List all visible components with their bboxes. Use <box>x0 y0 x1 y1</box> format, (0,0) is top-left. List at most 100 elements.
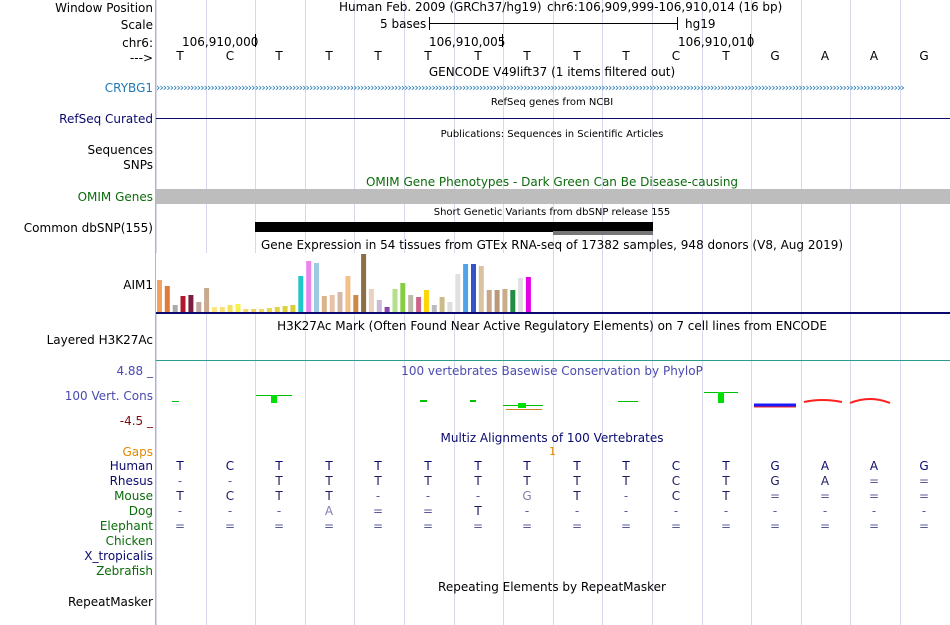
gtex-tissue-bar[interactable] <box>266 308 272 312</box>
gtex-tissue-bar[interactable] <box>157 280 162 312</box>
gtex-tissue-bar[interactable] <box>243 309 249 312</box>
multiz-base: = <box>224 519 236 533</box>
multiz-base: C <box>225 489 235 503</box>
gtex-tissue-bar[interactable] <box>219 307 225 312</box>
gtex-tissue-bar[interactable] <box>392 289 398 312</box>
multiz-species-label[interactable]: Chicken <box>105 534 153 548</box>
gtex-tissue-bar[interactable] <box>510 290 516 312</box>
phylop-track-title[interactable]: 100 vertebrates Basewise Conservation by… <box>401 364 703 378</box>
gtex-tissue-bar[interactable] <box>282 306 288 312</box>
gtex-tissue-bar[interactable] <box>463 264 469 312</box>
gtex-tissue-bar[interactable] <box>416 297 422 312</box>
phylop-mark <box>718 392 724 403</box>
gtex-tissue-bar[interactable] <box>188 295 194 312</box>
gtex-track-title[interactable]: Gene Expression in 54 tissues from GTEx … <box>260 238 844 252</box>
phylop-mark <box>618 401 638 402</box>
gtex-gene-label[interactable]: AIM1 <box>123 278 153 292</box>
gencode-track-title[interactable]: GENCODE V49lift37 (1 items filtered out) <box>428 65 676 79</box>
multiz-species-label[interactable]: X_tropicalis <box>84 549 153 563</box>
phylop-label[interactable]: 100 Vert. Cons <box>64 389 153 403</box>
omim-track-title[interactable]: OMIM Gene Phenotypes - Dark Green Can Be… <box>365 175 739 189</box>
publications-track-title[interactable]: Publications: Sequences in Scientific Ar… <box>440 129 664 140</box>
multiz-base: T <box>622 474 630 488</box>
multiz-base: G <box>770 474 780 488</box>
gtex-tissue-bar[interactable] <box>361 254 367 312</box>
refseq-track-title[interactable]: RefSeq genes from NCBI <box>490 97 614 108</box>
window-coords[interactable]: chr6:106,909,999-106,910,014 (16 bp) <box>547 0 783 14</box>
phylop-wiggle[interactable] <box>156 385 950 415</box>
gtex-tissue-bar[interactable] <box>408 295 414 312</box>
refseq-label[interactable]: RefSeq Curated <box>59 112 153 126</box>
h3k27ac-track-title[interactable]: H3K27Ac Mark (Often Found Near Active Re… <box>277 319 827 333</box>
gtex-tissue-bar[interactable] <box>518 278 524 312</box>
crybg1-gene-label[interactable]: CRYBG1 <box>104 81 153 95</box>
dbsnp-variant-bar-gray[interactable] <box>553 231 653 235</box>
gtex-tissue-bar[interactable] <box>345 276 351 312</box>
multiz-base: T <box>523 474 531 488</box>
gtex-tissue-bar[interactable] <box>502 289 508 312</box>
base-letter: T <box>722 49 730 63</box>
gtex-tissue-bar[interactable] <box>384 307 390 312</box>
multiz-species-label[interactable]: Mouse <box>114 489 153 503</box>
dbsnp-track-title[interactable]: Short Genetic Variants from dbSNP releas… <box>433 207 671 218</box>
multiz-species-label[interactable]: Human <box>109 459 153 473</box>
gtex-tissue-bar[interactable] <box>180 296 186 312</box>
multiz-track-title[interactable]: Multiz Alignments of 100 Vertebrates <box>440 431 664 445</box>
repeatmasker-track-title[interactable]: Repeating Elements by RepeatMasker <box>438 580 666 594</box>
multiz-base: C <box>671 474 681 488</box>
h3k27ac-label[interactable]: Layered H3K27Ac <box>46 333 153 347</box>
gtex-tissue-bar[interactable] <box>227 305 233 312</box>
multiz-base: T <box>722 474 730 488</box>
gtex-tissue-bar[interactable] <box>164 286 170 312</box>
gtex-tissue-bar[interactable] <box>172 305 178 312</box>
sequences-label[interactable]: Sequences <box>87 143 153 157</box>
snps-label[interactable]: SNPs <box>123 158 153 172</box>
gtex-tissue-bar[interactable] <box>298 276 304 312</box>
crybg1-gene-body[interactable]: ››››››››››››››››››››››››››››››››››››››››… <box>156 82 905 93</box>
omim-bar[interactable] <box>156 189 950 204</box>
gtex-tissue-bar[interactable] <box>196 302 202 312</box>
refseq-gene-line[interactable] <box>156 118 950 119</box>
gtex-tissue-bar[interactable] <box>447 302 453 312</box>
dbsnp-variant-bar[interactable] <box>255 222 653 232</box>
dbsnp-label[interactable]: Common dbSNP(155) <box>23 221 153 235</box>
multiz-species-label[interactable]: Zebrafish <box>96 564 153 578</box>
gtex-tissue-bar[interactable] <box>368 289 374 312</box>
multiz-species-label[interactable]: Rhesus <box>109 474 153 488</box>
gtex-tissue-bar[interactable] <box>478 266 484 312</box>
gtex-tissue-bar[interactable] <box>400 283 406 312</box>
gtex-tissue-bar[interactable] <box>431 305 437 312</box>
gtex-tissue-bar[interactable] <box>439 297 445 312</box>
multiz-base: G <box>919 459 929 473</box>
gtex-tissue-bar[interactable] <box>274 307 280 312</box>
repeatmasker-label[interactable]: RepeatMasker <box>67 595 153 609</box>
gtex-tissue-bar[interactable] <box>314 263 319 312</box>
phylop-mark <box>470 400 476 402</box>
gtex-bar-chart[interactable] <box>156 253 536 315</box>
gtex-tissue-bar[interactable] <box>376 300 382 312</box>
gtex-tissue-bar[interactable] <box>251 309 257 312</box>
multiz-species-label[interactable]: Dog <box>128 504 153 518</box>
position-2-tick <box>502 34 503 47</box>
gtex-tissue-bar[interactable] <box>259 309 264 312</box>
multiz-base: = <box>670 519 682 533</box>
gtex-tissue-bar[interactable] <box>204 288 210 312</box>
omim-label[interactable]: OMIM Genes <box>77 190 153 204</box>
gtex-tissue-bar[interactable] <box>235 304 241 312</box>
gtex-tissue-bar[interactable] <box>486 290 492 312</box>
gtex-tissue-bar[interactable] <box>471 264 476 312</box>
scale-db: hg19 <box>685 17 716 31</box>
gtex-tissue-bar[interactable] <box>306 261 312 312</box>
gtex-tissue-bar[interactable] <box>329 295 335 312</box>
gtex-tissue-bar[interactable] <box>321 296 327 312</box>
gaps-label[interactable]: Gaps <box>122 445 153 459</box>
gtex-tissue-bar[interactable] <box>455 274 461 312</box>
gtex-tissue-bar[interactable] <box>494 290 500 312</box>
multiz-species-label[interactable]: Elephant <box>99 519 153 533</box>
gtex-tissue-bar[interactable] <box>423 290 429 312</box>
gtex-tissue-bar[interactable] <box>290 305 296 312</box>
gtex-tissue-bar[interactable] <box>353 295 359 312</box>
gtex-tissue-bar[interactable] <box>211 307 217 312</box>
gtex-tissue-bar[interactable] <box>525 277 531 312</box>
gtex-tissue-bar[interactable] <box>337 292 343 312</box>
